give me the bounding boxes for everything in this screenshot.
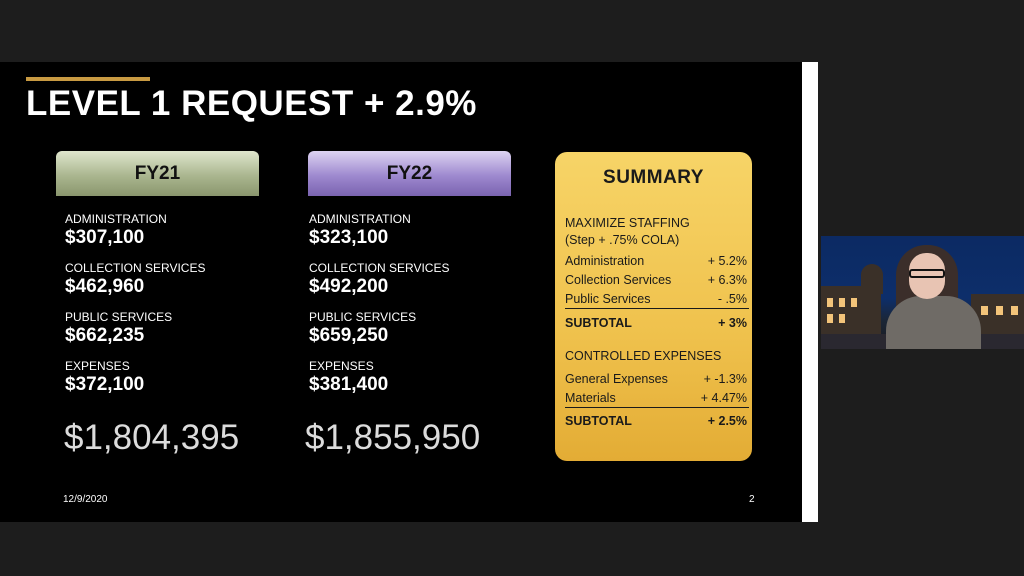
summary-card: SUMMARY MAXIMIZE STAFFING (Step + .75% C…	[555, 152, 752, 461]
fy21-line-item: EXPENSES $372,100	[65, 359, 295, 408]
line-item-value: $659,250	[309, 325, 389, 346]
slide-title: LEVEL 1 REQUEST + 2.9%	[26, 84, 477, 123]
fy21-line-item: PUBLIC SERVICES $662,235	[65, 310, 295, 359]
summary-row: Collection Services + 6.3%	[565, 273, 749, 292]
fy22-line-item: EXPENSES $381,400	[309, 359, 539, 408]
line-item-label: ADMINISTRATION	[65, 212, 167, 226]
lit-window	[827, 298, 833, 307]
line-item-value: $372,100	[65, 374, 145, 395]
lit-window	[839, 314, 845, 323]
slide-date: 12/9/2020	[63, 494, 108, 505]
line-item-value: $323,100	[309, 227, 389, 248]
fy22-line-item: ADMINISTRATION $323,100	[309, 212, 539, 261]
staffing-subheading: (Step + .75% COLA)	[565, 233, 680, 247]
line-item-label: EXPENSES	[65, 359, 130, 373]
slide-page-number: 2	[749, 494, 755, 505]
subtotal-pct: + 3%	[718, 316, 747, 330]
line-item-value: $307,100	[65, 227, 145, 248]
summary-row: General Expenses + -1.3%	[565, 372, 749, 391]
summary-row-pct: + 4.47%	[700, 391, 747, 405]
line-item-value: $492,200	[309, 276, 389, 297]
fy21-line-item: COLLECTION SERVICES $462,960	[65, 261, 295, 310]
summary-row-label: Materials	[565, 391, 616, 405]
title-accent-bar	[26, 77, 150, 81]
line-item-label: PUBLIC SERVICES	[309, 310, 417, 324]
presentation-slide: LEVEL 1 REQUEST + 2.9% FY21 FY22 ADMINIS…	[0, 62, 802, 522]
fy22-header: FY22	[308, 151, 511, 196]
fy22-total: $1,855,950	[305, 418, 481, 457]
summary-row-pct: + 6.3%	[707, 273, 747, 287]
summary-row: Administration + 5.2%	[565, 254, 749, 273]
line-item-label: ADMINISTRATION	[309, 212, 411, 226]
summary-row-label: Public Services	[565, 292, 651, 306]
fy21-total: $1,804,395	[64, 418, 240, 457]
summary-row-label: Collection Services	[565, 273, 672, 287]
summary-row-label: Administration	[565, 254, 645, 268]
lit-window	[996, 306, 1003, 315]
lit-window	[827, 314, 833, 323]
participant-video-tile[interactable]	[821, 236, 1024, 349]
subtotal-label: SUBTOTAL	[565, 414, 632, 428]
background-tower	[861, 264, 883, 294]
background-building	[821, 286, 881, 336]
summary-row-pct: - .5%	[717, 292, 747, 306]
staffing-subtotal: SUBTOTAL + 3%	[565, 316, 749, 335]
fy22-column: ADMINISTRATION $323,100 COLLECTION SERVI…	[309, 212, 539, 408]
lit-window	[981, 306, 988, 315]
lit-window	[1011, 306, 1018, 315]
summary-row: Materials + 4.47%	[565, 391, 749, 408]
fy21-column: ADMINISTRATION $307,100 COLLECTION SERVI…	[65, 212, 295, 408]
fy21-line-item: ADMINISTRATION $307,100	[65, 212, 295, 261]
expenses-subtotal: SUBTOTAL + 2.5%	[565, 414, 749, 433]
participant-glasses	[909, 269, 945, 278]
subtotal-pct: + 2.5%	[707, 414, 747, 428]
line-item-value: $462,960	[65, 276, 145, 297]
summary-row-pct: + 5.2%	[707, 254, 747, 268]
line-item-value: $662,235	[65, 325, 145, 346]
staffing-heading: MAXIMIZE STAFFING	[565, 216, 690, 230]
line-item-label: COLLECTION SERVICES	[309, 261, 450, 275]
summary-row-pct: + -1.3%	[703, 372, 747, 386]
line-item-label: COLLECTION SERVICES	[65, 261, 206, 275]
subtotal-label: SUBTOTAL	[565, 316, 632, 330]
lit-window	[851, 298, 857, 307]
fy22-line-item: PUBLIC SERVICES $659,250	[309, 310, 539, 359]
line-item-value: $381,400	[309, 374, 389, 395]
expenses-heading: CONTROLLED EXPENSES	[565, 349, 722, 363]
participant-sweater	[886, 296, 981, 349]
lit-window	[839, 298, 845, 307]
summary-row-label: General Expenses	[565, 372, 668, 386]
line-item-label: EXPENSES	[309, 359, 374, 373]
summary-title: SUMMARY	[603, 167, 704, 188]
fy21-header: FY21	[56, 151, 259, 196]
fy22-line-item: COLLECTION SERVICES $492,200	[309, 261, 539, 310]
slide-edge-strip	[802, 62, 818, 522]
line-item-label: PUBLIC SERVICES	[65, 310, 173, 324]
summary-row: Public Services - .5%	[565, 292, 749, 309]
